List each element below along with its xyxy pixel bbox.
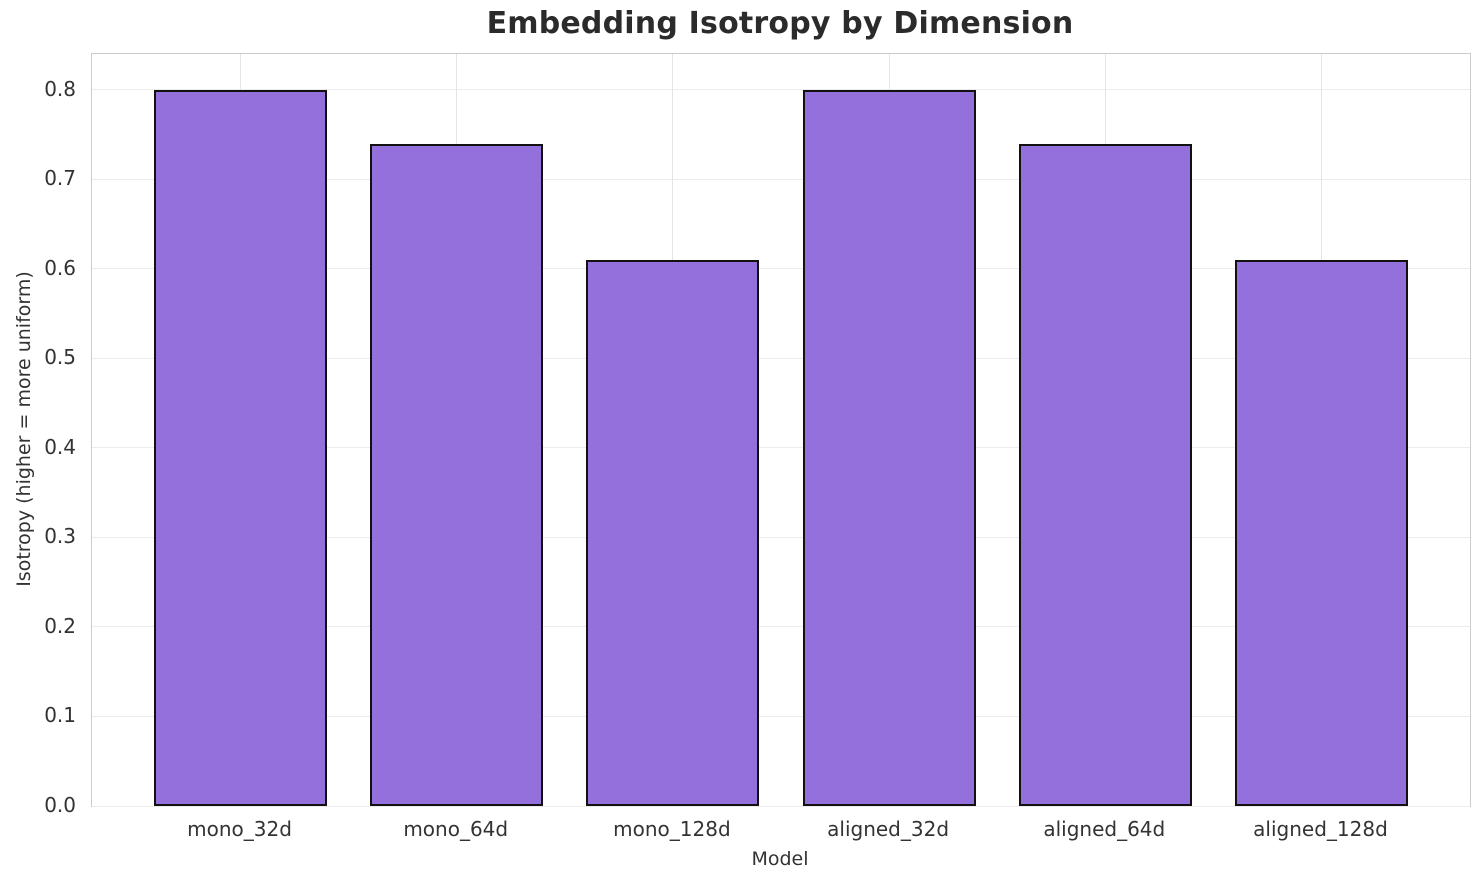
gridline-horizontal (92, 805, 1470, 807)
gridline-horizontal (92, 715, 1470, 717)
x-tick-label-aligned_32d: aligned_32d (827, 817, 950, 841)
y-tick-label: 0.8 (44, 76, 76, 101)
x-tick-label-mono_64d: mono_64d (403, 817, 509, 841)
gridline-horizontal (92, 178, 1470, 180)
x-tick-label-mono_32d: mono_32d (187, 817, 292, 841)
gridline-horizontal (92, 626, 1470, 628)
y-tick-label: 0.1 (44, 703, 76, 728)
plot-area (91, 53, 1471, 807)
chart-title: Embedding Isotropy by Dimension (486, 6, 1074, 41)
y-tick-label: 0.2 (44, 613, 76, 638)
y-tick-label: 0.3 (44, 524, 76, 549)
y-tick-label: 0.0 (44, 793, 76, 817)
bar-mono_32d (154, 89, 327, 806)
x-axis-label: Model (751, 848, 809, 870)
y-tick-label: 0.4 (44, 434, 76, 459)
x-tick-label-aligned_64d: aligned_64d (1043, 817, 1166, 841)
bar-mono_64d (370, 143, 544, 806)
bar-aligned_32d (802, 89, 976, 806)
gridline-horizontal (92, 536, 1470, 538)
y-tick-label: 0.5 (44, 345, 76, 370)
x-tick-label-mono_128d: mono_128d (613, 817, 731, 841)
bar-aligned_128d (1235, 259, 1408, 806)
bar-mono_128d (586, 259, 760, 806)
x-tick-label-aligned_128d: aligned_128d (1253, 817, 1388, 841)
y-tick-label: 0.7 (44, 166, 76, 191)
bar-aligned_64d (1018, 143, 1192, 806)
gridline-horizontal (92, 447, 1470, 449)
gridline-horizontal (92, 89, 1470, 91)
y-tick-label: 0.6 (44, 255, 76, 280)
gridline-horizontal (92, 268, 1470, 270)
gridline-horizontal (92, 357, 1470, 359)
